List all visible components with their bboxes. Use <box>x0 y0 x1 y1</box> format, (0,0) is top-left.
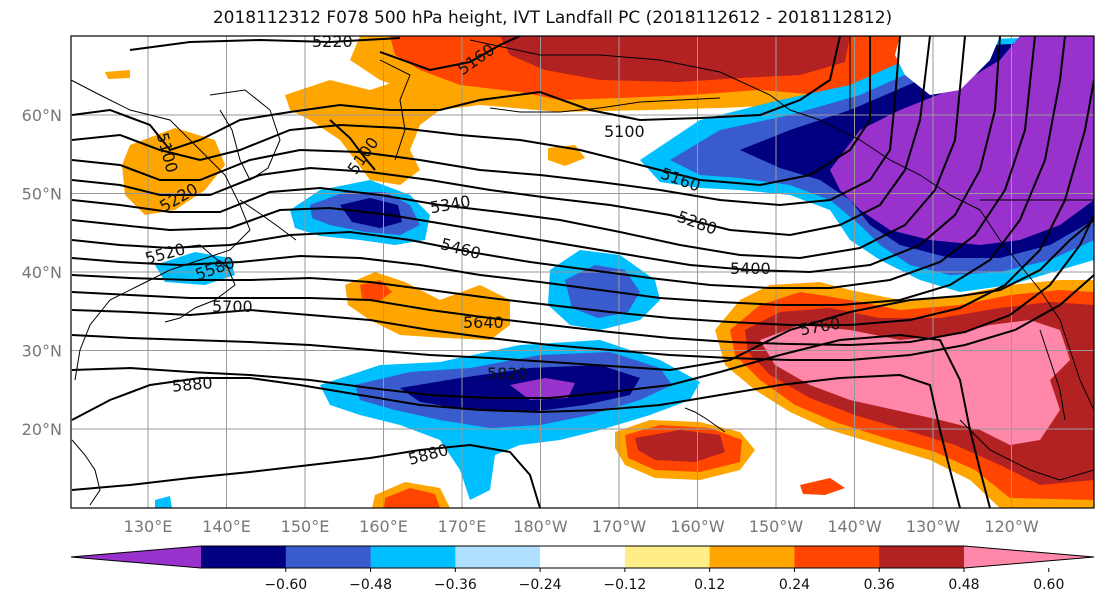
contour-label: 5880 <box>171 373 213 395</box>
longitude-label: 130°E <box>124 517 173 536</box>
contour-5640 <box>71 214 1094 347</box>
ivt-region-central-mid <box>565 265 640 318</box>
colorbar-tick-label: −0.24 <box>519 577 562 593</box>
colorbar-extend-high <box>964 546 1094 568</box>
contour-5880-left <box>71 373 961 508</box>
contour-5340 <box>71 36 966 260</box>
coast-baja <box>1039 329 1066 421</box>
ivt-region-hawaii-core <box>635 430 725 462</box>
chart-title: 2018112312 F078 500 hPa height, IVT Land… <box>212 8 893 28</box>
coast-kuril <box>239 199 297 241</box>
coast-philippines <box>71 439 101 506</box>
latitude-labels: 20°N 30°N 40°N 50°N 60°N <box>22 106 62 439</box>
contour-label: 5700 <box>212 297 253 316</box>
coast-aleutians <box>489 97 721 113</box>
ivt-region-gulf-hole <box>895 36 1000 95</box>
map-frame <box>70 35 1095 509</box>
contour-5220 <box>71 36 901 207</box>
contour-label: 5100 <box>604 122 645 141</box>
colorbar-segment <box>879 546 965 568</box>
longitude-label: 150°W <box>749 517 804 536</box>
colorbar-segment <box>285 546 372 568</box>
ivt-region-tropical-purple <box>510 378 575 400</box>
contour-5460 <box>71 36 1036 289</box>
coast-asia <box>71 79 251 381</box>
colorbar-outline <box>70 545 1095 569</box>
contour-5100-inner <box>329 119 376 171</box>
colorbar-segment <box>794 546 880 568</box>
colorbar-tick-label: −0.48 <box>349 577 392 593</box>
colorbar-segment <box>455 546 541 568</box>
longitude-labels: 130°E 140°E 150°E 160°E 170°E 180°W 170°W 160°W… <box>124 517 1039 536</box>
longitude-label: 150°E <box>281 517 330 536</box>
longitude-label: 130°W <box>906 517 961 536</box>
colorbar-tick-label: −0.12 <box>603 577 646 593</box>
coast-kamchatka <box>209 89 281 181</box>
colorbar-ticks: −0.60 −0.48 −0.36 −0.24 −0.12 0.12 0.24 0.36 0.4… <box>264 568 1064 593</box>
ivt-region-japan-small <box>155 252 235 285</box>
ivt-region-bottom-blue <box>155 496 172 508</box>
longitude-label: 170°W <box>592 517 647 536</box>
ivt-region-bottom-small <box>800 478 845 495</box>
ivt-region-gulf-purple <box>830 36 1094 245</box>
colorbar-tick-label: 0.12 <box>694 577 725 593</box>
contour-5160 <box>379 36 521 72</box>
latitude-label: 40°N <box>22 263 62 282</box>
ivt-region-alaska-core <box>500 36 850 82</box>
latitude-label: 30°N <box>22 342 62 361</box>
latitude-label: 50°N <box>22 185 62 204</box>
longitude-label: 180°W <box>513 517 568 536</box>
colorbar-tick-label: 0.60 <box>1033 577 1064 593</box>
colorbar-segment <box>624 546 711 568</box>
colorbar-segment <box>540 546 626 568</box>
latitude-label: 60°N <box>22 106 62 125</box>
longitude-label: 160°W <box>670 517 725 536</box>
colorbar-segment <box>709 546 795 568</box>
ivt-region-bottom-red <box>384 488 440 508</box>
colorbar-tick-label: 0.48 <box>948 577 979 593</box>
contour-5160-main <box>71 36 871 187</box>
colorbar-extend-low <box>71 546 201 568</box>
colorbar-tick-label: 0.24 <box>779 577 810 593</box>
longitude-label: 170°E <box>438 517 487 536</box>
contour-5760 <box>71 219 1094 372</box>
colorbar-tick-label: 0.36 <box>864 577 895 593</box>
contour-5520 <box>71 36 1066 306</box>
coast-mexico <box>959 419 1094 481</box>
contour-5400 <box>71 36 1001 274</box>
contour-5100-main <box>71 36 841 152</box>
ivt-region-ar-pink <box>760 320 1070 445</box>
colorbar-segment <box>370 546 456 568</box>
colorbar <box>70 545 1095 569</box>
contour-5220-top <box>129 37 401 51</box>
colorbar-tick-label: −0.60 <box>264 577 307 593</box>
contour-5700 <box>71 274 1094 361</box>
longitude-label: 140°E <box>202 517 251 536</box>
contour-5580 <box>71 79 1094 326</box>
contour-label: 5640 <box>463 313 504 332</box>
height-contours <box>71 36 1094 508</box>
coast-alaska <box>469 39 981 211</box>
contour-5280 <box>71 36 931 237</box>
coast-bering <box>379 59 411 161</box>
contour-label: 5400 <box>730 259 771 278</box>
coast-northamerica <box>979 209 1094 411</box>
contour-5820 <box>71 333 991 508</box>
latitude-label: 20°N <box>22 420 62 439</box>
contour-5880-low <box>71 443 541 508</box>
colorbar-tick-label: −0.36 <box>434 577 477 593</box>
ivt-region-small-1 <box>105 70 130 79</box>
longitude-label: 120°W <box>984 517 1039 536</box>
longitude-label: 160°E <box>359 517 408 536</box>
contour-label: 5820 <box>487 364 528 383</box>
longitude-label: 140°W <box>827 517 882 536</box>
contour-label: 5220 <box>312 32 353 51</box>
coastlines <box>71 36 1094 506</box>
graticule <box>71 36 1094 508</box>
colorbar-segment <box>201 546 287 568</box>
coast-hawaii <box>684 407 726 433</box>
